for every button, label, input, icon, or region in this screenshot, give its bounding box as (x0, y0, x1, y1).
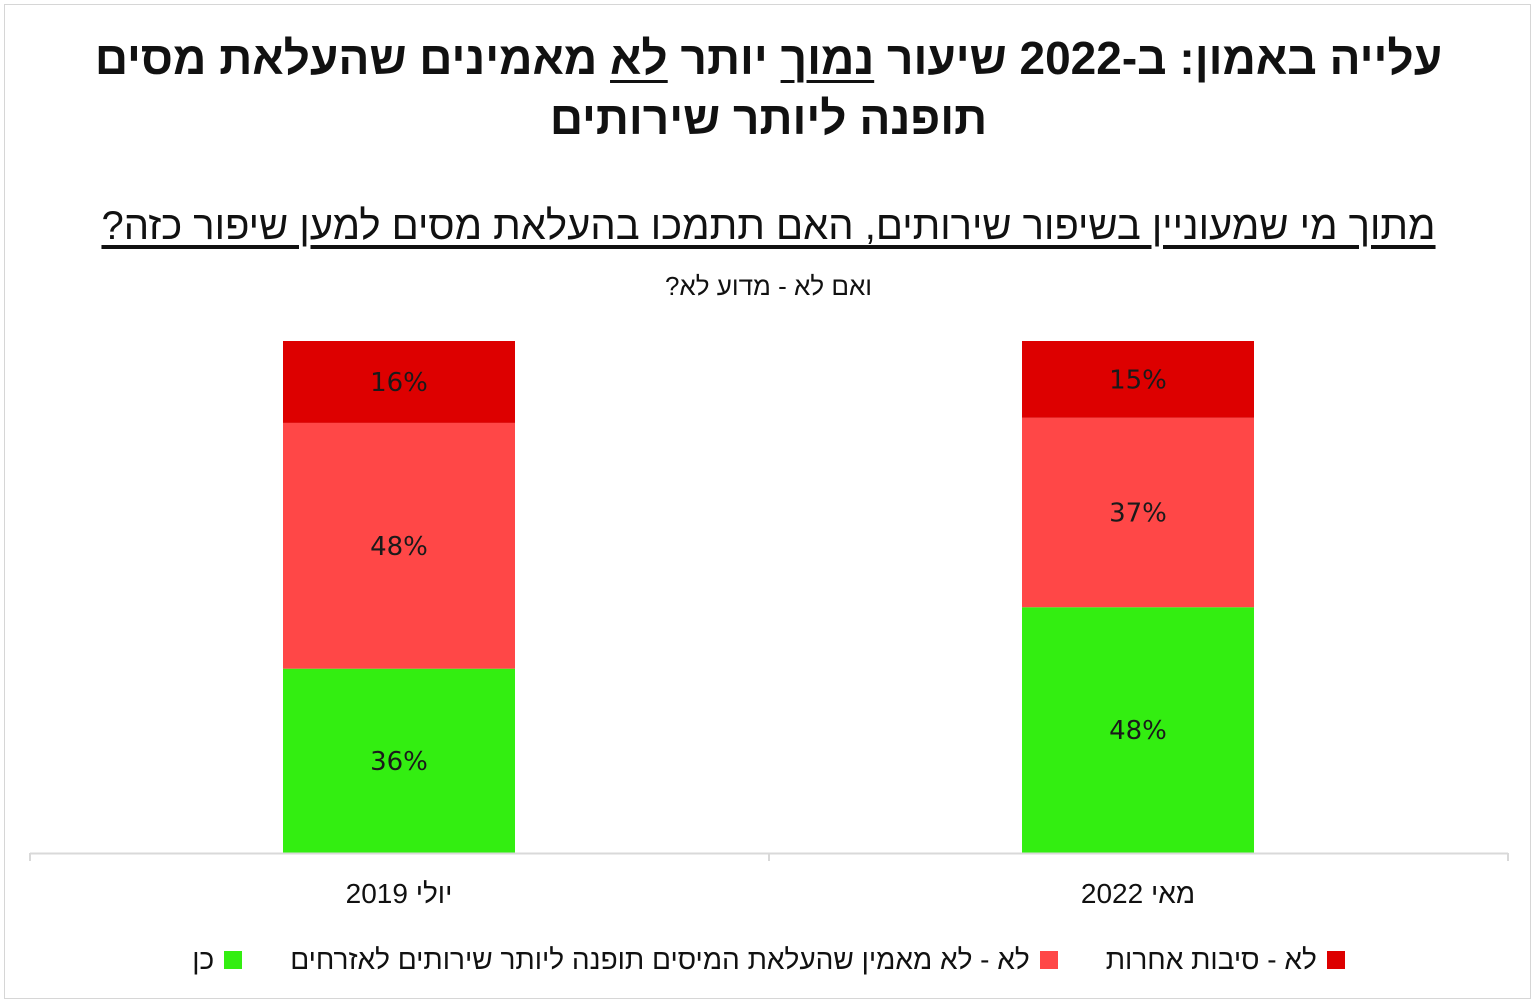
legend-item-1: לא - לא מאמין שהעלאת המיסים תופנה ליותר … (290, 944, 1058, 976)
title-text-1: עלייה באמון: ב-2022 שיעור (874, 32, 1443, 84)
data-label-0-2: 15% (1109, 365, 1167, 395)
chart-legend: לא - סיבות אחרות לא - לא מאמין שהעלאת המי… (0, 940, 1537, 980)
legend-label: לא - לא מאמין שהעלאת המיסים תופנה ליותר … (290, 944, 1030, 975)
title-line-2: תופנה ליותר שירותים (549, 92, 988, 144)
x-tick-label-1: יולי 2019 (346, 878, 453, 909)
title-underlined-not: לא (610, 32, 668, 84)
legend-item-0: לא - סיבות אחרות (1106, 944, 1345, 976)
title-text-2: יותר (667, 32, 781, 84)
bar-segment-0-0 (1022, 607, 1254, 853)
legend-item-2: כן (192, 944, 243, 976)
chart-subtitle: מתוך מי שמעוניין בשיפור שירותים, האם תתמ… (101, 204, 1436, 248)
chart-title: עלייה באמון: ב-2022 שיעור נמוך יותר לא מ… (30, 28, 1507, 148)
bar-segment-1-2 (283, 341, 515, 423)
data-label-0-0: 48% (1109, 716, 1167, 746)
legend-swatch (1039, 951, 1058, 969)
legend-label: כן (192, 944, 215, 975)
chart-subtitle-secondary: ואם לא - מדוע לא? (664, 271, 873, 301)
bar-segment-1-0 (283, 668, 515, 853)
bar-segment-0-1 (1022, 417, 1254, 608)
data-label-1-1: 48% (370, 532, 428, 562)
chart-frame (4, 4, 1531, 999)
bar-segment-1-1 (283, 422, 515, 669)
data-label-0-1: 37% (1109, 499, 1167, 529)
title-text-3: מאמינים שהעלאת מסים (94, 32, 611, 84)
legend-swatch (1326, 951, 1345, 969)
bar-segment-0-2 (1022, 341, 1254, 418)
title-underlined-low: נמוך (780, 32, 875, 84)
title-line-1: עלייה באמון: ב-2022 שיעור נמוך יותר לא מ… (30, 28, 1507, 88)
x-tick-label-0: מאי 2022 (1081, 878, 1195, 909)
data-label-1-0: 36% (370, 747, 428, 777)
legend-label: לא - סיבות אחרות (1105, 944, 1317, 975)
data-label-1-2: 16% (370, 368, 428, 398)
legend-swatch (224, 951, 243, 969)
